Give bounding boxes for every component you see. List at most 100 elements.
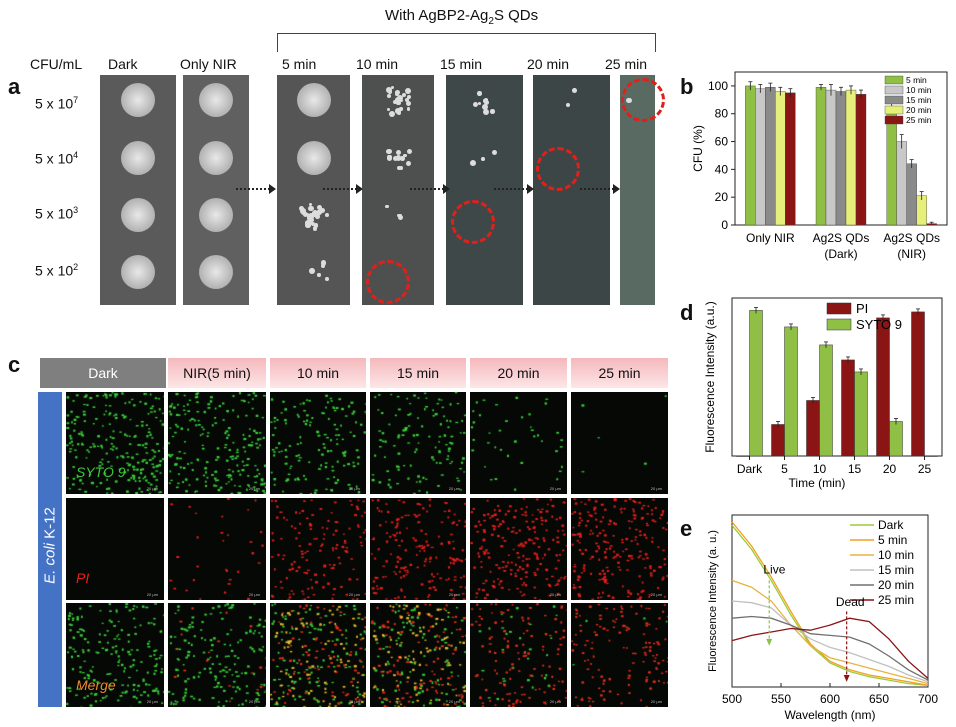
live-annotation: Live: [763, 562, 785, 576]
row-label-base: 5 x 10: [35, 150, 74, 167]
colony-spot: [481, 103, 488, 110]
spectrum-line: [731, 600, 929, 683]
spectrum-line: [731, 615, 929, 681]
colony-spot: [400, 156, 405, 162]
bar: [876, 317, 890, 457]
colony-spot: [320, 207, 326, 213]
micrograph: 20 μm: [370, 392, 466, 494]
bar: [775, 91, 786, 226]
scale-bar-label: 20 μm: [146, 486, 158, 491]
legend-label: Dark: [878, 518, 904, 532]
scale-bar-label: 20 μm: [348, 486, 360, 491]
colony-spot: [397, 214, 403, 220]
legend-swatch: [884, 95, 904, 105]
micrograph-cells: [168, 603, 266, 707]
legend-label: 5 min: [878, 533, 907, 547]
red-dashed-circle: [451, 200, 495, 244]
micrograph-cells: [470, 603, 567, 707]
dotted-arrow: [494, 184, 534, 194]
scale-bar-label: 20 μm: [248, 592, 260, 597]
plot-frame: [731, 297, 943, 457]
dead-arrowhead: [843, 674, 850, 682]
strain-label: E. coli K-12: [41, 507, 59, 584]
bar: [755, 88, 766, 226]
micrograph: 20 μm: [168, 392, 266, 494]
bracket-line: [277, 33, 656, 52]
row-label-base: 5 x 10: [35, 262, 74, 279]
legend-label: 15 min: [878, 563, 914, 577]
colony-spot: [481, 156, 486, 161]
spectrum-line: [731, 521, 929, 686]
bacteria-lawn: [296, 141, 331, 175]
micrograph-cells: [270, 392, 366, 494]
spectrum-line: [731, 617, 929, 679]
stain-label: PI: [76, 570, 90, 586]
x-tick-label: 5: [781, 462, 788, 476]
micrograph-cells: [168, 392, 266, 494]
micrograph: 20 μm Merge: [66, 603, 164, 707]
red-dashed-circle: [621, 78, 665, 122]
bar: [835, 91, 847, 226]
bracket-title: With AgBP2-Ag2S QDs: [385, 7, 539, 27]
row-label-base: 5 x 10: [35, 95, 74, 112]
plate-strip: [533, 75, 610, 305]
scale-bar-label: 20 μm: [348, 592, 360, 597]
micrograph-cells: [370, 603, 466, 707]
colony-spot: [310, 215, 315, 219]
micrograph-cells: [470, 498, 567, 600]
stain-label: SYTO 9: [76, 464, 126, 480]
colony-spot: [397, 95, 404, 102]
scale-bar-label: 20 μm: [650, 486, 662, 491]
bar: [911, 311, 925, 457]
strain-label-bar: E. coli K-12: [38, 392, 62, 707]
colony-spot: [386, 87, 393, 94]
colony-spot: [490, 109, 495, 114]
bacteria-lawn: [199, 141, 233, 175]
bar: [906, 163, 917, 226]
bacteria-lawn: [199, 83, 233, 117]
micrograph: 20 μm: [370, 603, 466, 707]
row-label-base: 5 x 10: [35, 205, 74, 222]
micrograph-cells: [66, 603, 164, 707]
micrograph: 20 μm: [270, 392, 366, 494]
micrograph-cells: [270, 603, 366, 707]
colony-spot: [391, 86, 395, 90]
colony-spot: [395, 108, 401, 114]
x-tick-label: 700: [918, 692, 938, 706]
bar: [854, 371, 868, 457]
colony-spot: [311, 221, 316, 226]
micrograph-cells: [470, 392, 567, 494]
colony-spot: [308, 212, 314, 217]
bar: [845, 89, 857, 226]
colony-spot: [565, 102, 571, 108]
row-label-exp: 4: [73, 150, 79, 160]
micrograph-cells: [66, 392, 164, 494]
colony-spot: [320, 260, 327, 266]
scale-bar-label: 20 μm: [650, 699, 662, 704]
legend-label: 10 min: [878, 548, 914, 562]
dotted-arrow: [580, 184, 620, 194]
group-label-2: (NIR): [897, 247, 926, 261]
micrograph-column-header: 15 min: [370, 358, 466, 388]
group-label: Ag2S QDs: [813, 231, 870, 245]
panel-a-letter: a: [8, 74, 21, 99]
micrograph-column-header: NIR(5 min): [168, 358, 266, 388]
colony-spot: [572, 88, 577, 93]
y-tick-label: 0: [721, 218, 728, 232]
colony-spot: [317, 273, 321, 277]
column-header: Dark: [108, 56, 138, 72]
row-label: 5 x 102: [35, 262, 78, 279]
legend-label: 10 min: [906, 85, 932, 95]
legend-swatch: [884, 85, 904, 95]
row-label-exp: 2: [73, 262, 79, 272]
legend-label: 15 min: [906, 95, 932, 105]
colony-spot: [307, 217, 314, 223]
legend-label: 20 min: [906, 105, 932, 115]
bar: [784, 326, 798, 457]
colony-spot: [396, 165, 402, 170]
colony-spot: [406, 101, 412, 107]
bar: [749, 310, 763, 457]
micrograph: 20 μm: [470, 392, 567, 494]
x-axis-label: Wavelength (nm): [785, 708, 876, 722]
micrograph: 20 μm: [571, 498, 668, 600]
